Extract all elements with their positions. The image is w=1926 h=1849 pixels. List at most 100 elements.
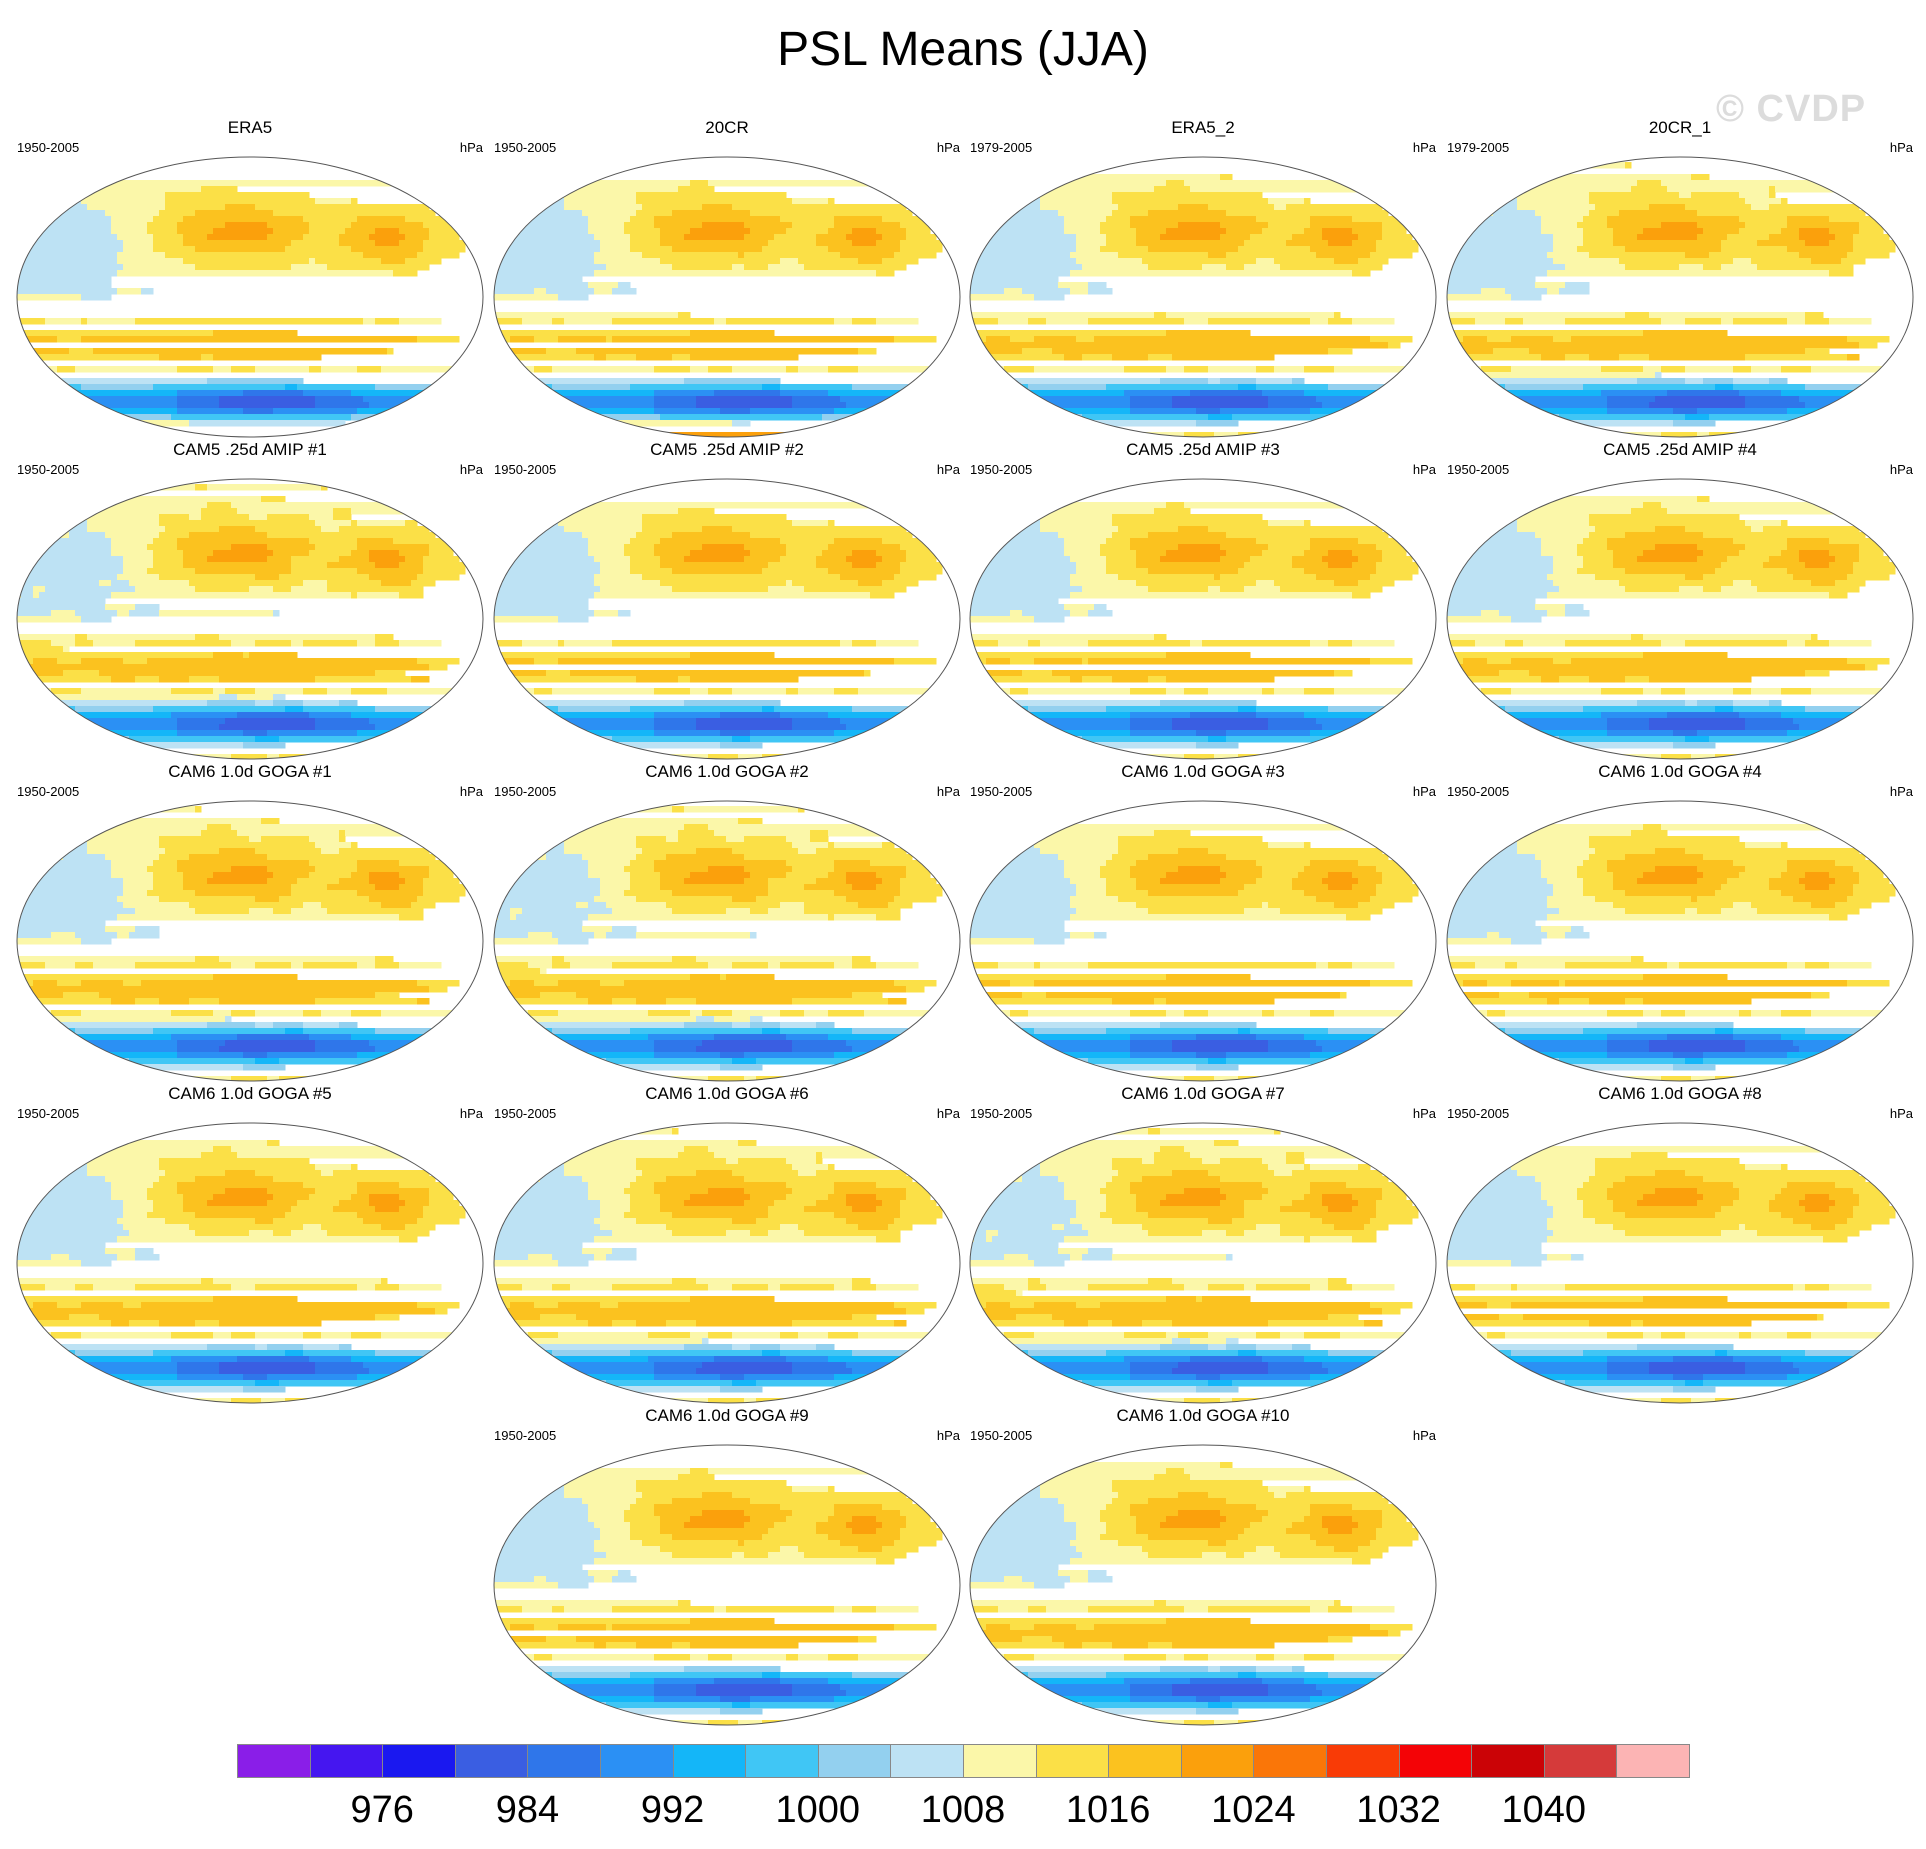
psl-cell <box>21 538 112 545</box>
psl-cell <box>780 1010 805 1017</box>
psl-cell <box>351 592 358 599</box>
psl-cell <box>1649 724 1746 731</box>
psl-cell <box>600 246 631 253</box>
psl-cell <box>1292 562 1329 569</box>
psl-cell <box>255 700 274 707</box>
psl-cell <box>494 1206 601 1213</box>
psl-cell <box>970 902 1071 909</box>
psl-cell <box>1721 586 1758 593</box>
psl-cell <box>1076 1302 1101 1309</box>
psl-cell <box>1637 1200 1698 1207</box>
psl-cell <box>69 1076 100 1081</box>
psl-cell <box>684 1522 745 1529</box>
psl-cell <box>1511 294 1542 301</box>
psl-cell <box>1274 1654 1305 1661</box>
psl-cell <box>303 640 358 647</box>
psl-cell <box>1517 198 1590 205</box>
psl-cell <box>1028 1284 1047 1291</box>
psl-cell <box>75 610 118 617</box>
psl-cell <box>1190 1338 1227 1345</box>
psl-cell <box>1022 1720 1053 1725</box>
psl-cell <box>546 1696 655 1703</box>
colorbar-swatch <box>600 1744 674 1778</box>
psl-cell <box>970 1630 1389 1637</box>
psl-cell <box>1004 1492 1011 1499</box>
psl-cell <box>494 1546 595 1553</box>
psl-cell <box>1244 586 1281 593</box>
psl-cell <box>792 1040 847 1047</box>
psl-cell <box>828 1194 847 1201</box>
psl-cell <box>588 902 607 909</box>
psl-cell <box>315 402 370 409</box>
psl-cell <box>900 878 937 885</box>
psl-cell <box>630 234 661 241</box>
psl-cell <box>1022 1052 1131 1059</box>
psl-cell <box>153 872 184 879</box>
psl-cell <box>1447 348 1494 355</box>
psl-cell <box>630 1194 661 1201</box>
psl-cell <box>261 496 286 503</box>
psl-cell <box>494 514 643 521</box>
psl-cell <box>1787 222 1860 229</box>
psl-cell <box>1256 1284 1311 1291</box>
psl-cell <box>1268 198 1305 205</box>
psl-cell <box>1274 1170 1293 1177</box>
psl-cell <box>1316 1040 1425 1047</box>
psl-cell <box>1160 234 1221 241</box>
psl-cell <box>636 210 673 217</box>
psl-cell <box>494 228 589 235</box>
psl-cell <box>1256 878 1293 885</box>
psl-cell <box>894 1302 937 1309</box>
psl-cell <box>606 1380 733 1387</box>
psl-cell <box>906 1308 925 1315</box>
psl-cell <box>1208 526 1383 533</box>
psl-cell <box>1589 252 1686 259</box>
psl-cell <box>1256 1332 1281 1339</box>
psl-cell <box>816 1170 907 1177</box>
psl-cell <box>494 902 577 909</box>
psl-cell <box>1703 378 1734 385</box>
psl-cell <box>1316 574 1371 581</box>
psl-cell <box>786 1182 835 1189</box>
psl-cell <box>1226 1338 1239 1345</box>
psl-cell <box>17 288 118 295</box>
psl-cell <box>375 992 400 999</box>
psl-cell <box>1763 562 1806 569</box>
psl-cell <box>594 1218 637 1225</box>
psl-cell <box>87 1164 160 1171</box>
psl-cell <box>636 1642 673 1649</box>
psl-cell <box>291 586 328 593</box>
psl-cell <box>1649 204 1686 211</box>
psl-cell <box>534 366 553 373</box>
psl-cell <box>1447 240 1554 247</box>
psl-cell <box>105 210 160 217</box>
psl-cell <box>1226 1052 1311 1059</box>
psl-cell <box>1583 240 1614 247</box>
psl-cell <box>303 1332 322 1339</box>
psl-cell <box>494 932 529 939</box>
psl-cell <box>1745 432 1788 437</box>
psl-cell <box>1148 676 1167 683</box>
psl-cell <box>63 390 178 397</box>
psl-cell <box>231 1076 268 1081</box>
psl-cell <box>1304 1164 1311 1171</box>
psl-cell <box>1256 1344 1293 1351</box>
psl-cell <box>974 544 1065 551</box>
psl-cell <box>1463 658 1488 665</box>
psl-cell <box>1805 240 1830 247</box>
psl-cell <box>540 848 565 855</box>
psl-cell <box>720 742 763 749</box>
psl-cell <box>494 1362 547 1369</box>
psl-cell <box>327 688 352 695</box>
psl-cell <box>411 902 436 909</box>
psl-cell <box>1190 186 1377 193</box>
psl-cell <box>1835 860 1884 867</box>
psl-cell <box>1166 1296 1197 1303</box>
psl-cell <box>315 724 376 731</box>
psl-cell <box>630 706 763 713</box>
psl-cell <box>165 754 190 759</box>
psl-cell <box>1447 842 1494 849</box>
psl-cell <box>792 998 889 1005</box>
psl-cell <box>1118 204 1179 211</box>
psl-cell <box>1811 992 1830 999</box>
